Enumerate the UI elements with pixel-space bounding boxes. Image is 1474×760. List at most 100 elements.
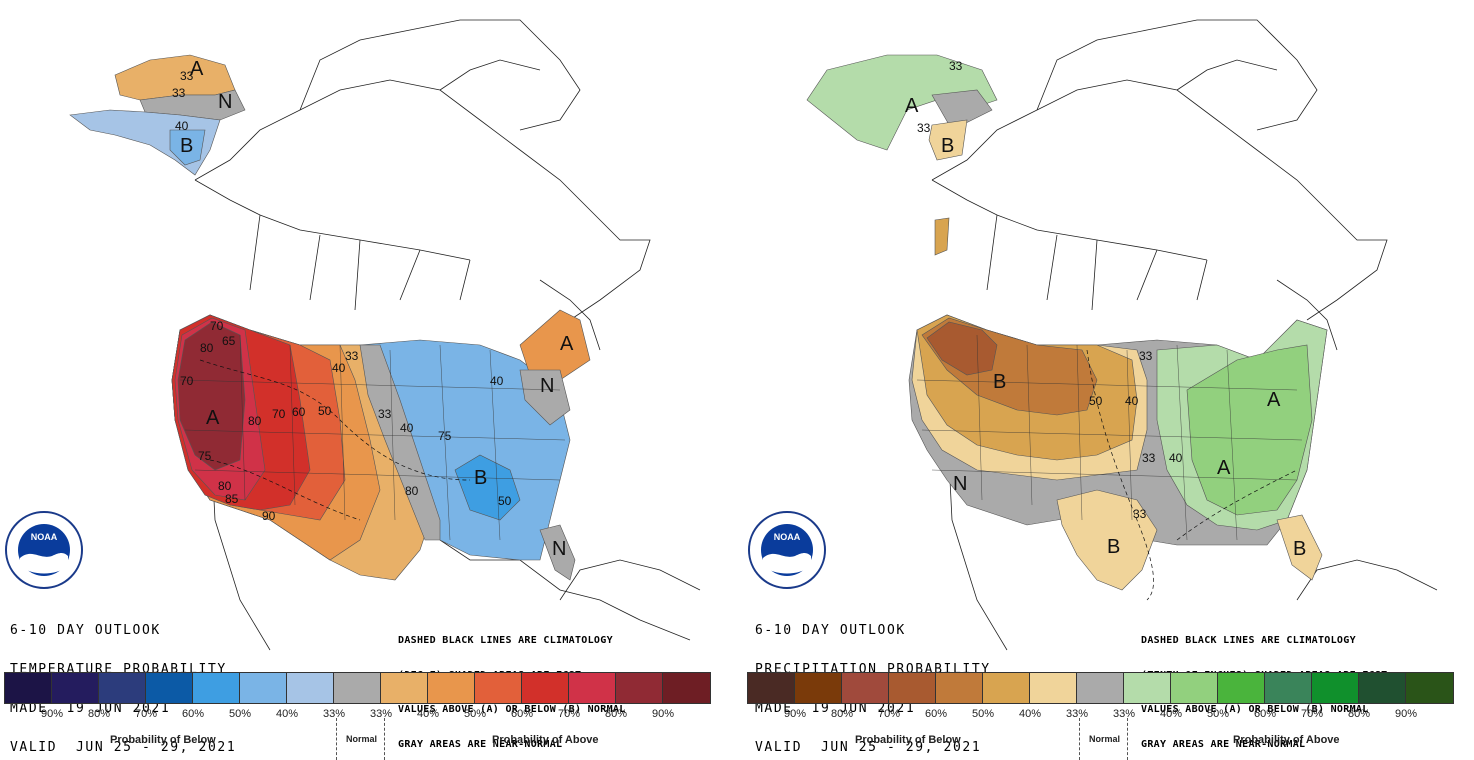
legend-swatch	[569, 673, 616, 703]
label-west-below: B	[993, 371, 1006, 393]
legend-above-title: Probability of Above	[492, 734, 599, 746]
normal-divider-right	[384, 718, 385, 760]
label-70b: 70	[272, 407, 286, 421]
legend-tick-label: 40%	[275, 708, 299, 720]
normal-divider-right	[1127, 718, 1128, 760]
label-alaska-below: B	[941, 135, 954, 157]
label-alaska-40: 40	[175, 119, 189, 133]
label-80d: 80	[405, 484, 419, 498]
title-line-4: VALID JUN 25 - 29, 2021	[10, 740, 237, 755]
label-80a: 80	[200, 341, 214, 355]
notes-line-4: GRAY AREAS ARE NEAR-NORMAL	[1141, 738, 1306, 750]
legend-swatch	[1077, 673, 1124, 703]
temperature-legend-swatches	[4, 672, 711, 704]
precipitation-outlook-panel: 33 A 33 B B 50 40 33 33 40 33 A A N B B …	[737, 0, 1474, 760]
legend-tick-label: 33%	[369, 708, 393, 720]
label-tx-below: B	[1107, 536, 1120, 558]
noaa-logo: NOAA	[5, 511, 83, 589]
alaska-regions	[806, 54, 998, 256]
label-90: 90	[262, 509, 276, 523]
temperature-outlook-panel: A 33 33 N 40 B 70 65 80 70 A 80 70 60 50…	[4, 19, 720, 760]
legend-swatch	[842, 673, 889, 703]
legend-swatch	[663, 673, 710, 703]
legend-swatch	[1265, 673, 1312, 703]
legend-tick-label: 50%	[228, 708, 252, 720]
legend-normal-title: Normal	[346, 734, 378, 744]
label-33c: 33	[378, 407, 392, 421]
notes-line-3: VALUES ABOVE (A) OR BELOW (B) NORMAL	[398, 704, 626, 715]
legend-swatch	[616, 673, 663, 703]
label-80b: 80	[248, 414, 262, 428]
climatology-lines	[1086, 349, 1298, 601]
precipitation-map-labels: 33 A 33 B B 50 40 33 33 40 33 A A N B B	[905, 59, 1306, 560]
legend-tick-label: 70%	[1300, 708, 1324, 720]
label-75: 75	[198, 449, 212, 463]
noaa-logo-text: NOAA	[31, 532, 58, 542]
legend-tick-label: 60%	[181, 708, 205, 720]
temperature-map: A 33 33 N 40 B 70 65 80 70 A 80 70 60 50…	[5, 19, 701, 651]
precipitation-legend-swatches	[747, 672, 1454, 704]
legend-swatch	[193, 673, 240, 703]
legend-tick-label: 70%	[877, 708, 901, 720]
label-40b: 40	[1169, 451, 1183, 465]
label-alaska-above: A	[190, 58, 204, 80]
climatology-lines	[199, 359, 471, 521]
label-70a: 70	[210, 319, 224, 333]
label-33b: 33	[1142, 451, 1156, 465]
label-33a: 33	[345, 349, 359, 363]
label-alaska-above: A	[905, 95, 919, 117]
label-65: 65	[222, 334, 236, 348]
label-75c: 75	[438, 429, 452, 443]
label-alaska-33b: 33	[917, 121, 931, 135]
label-40c: 40	[400, 421, 414, 435]
temperature-map-labels: A 33 33 N 40 B 70 65 80 70 A 80 70 60 50…	[172, 58, 574, 560]
label-ne-above: A	[560, 333, 574, 355]
legend-swatch	[52, 673, 99, 703]
noaa-logo: NOAA	[748, 511, 826, 589]
legend-above-title: Probability of Above	[1233, 734, 1340, 746]
legend-tick-label: 60%	[510, 708, 534, 720]
title-line-1: 6-10 DAY OUTLOOK	[10, 623, 161, 638]
legend-swatch	[1030, 673, 1077, 703]
notes-line-4: GRAY AREAS ARE NEAR-NORMAL	[398, 738, 563, 750]
legend-tick-label: 40%	[416, 708, 440, 720]
legend-tick-label: 33%	[322, 708, 346, 720]
legend-tick-label: 50%	[971, 708, 995, 720]
normal-divider-left	[1079, 718, 1080, 760]
temperature-legend: 90% 80% 70% 60% 50% 40% 33% 33% 40% 50% 60% 70% 80% 9…	[4, 672, 720, 760]
precipitation-legend: 90% 80% 70% 60% 50% 40% 33% 33% 40% 50% 60% 70% 80% 9…	[747, 672, 1463, 760]
legend-tick-label: 40%	[1159, 708, 1183, 720]
legend-swatch	[795, 673, 842, 703]
legend-tick-label: 80%	[830, 708, 854, 720]
label-fl-normal: N	[552, 538, 566, 560]
label-alaska-33b: 33	[172, 86, 186, 100]
label-alaska-normal: N	[218, 91, 232, 113]
legend-tick-label: 90%	[1394, 708, 1418, 720]
label-alaska-33a: 33	[949, 59, 963, 73]
label-fl-below: B	[1293, 538, 1306, 560]
label-33c: 33	[1133, 507, 1147, 521]
legend-tick-label: 60%	[924, 708, 948, 720]
label-50c: 50	[498, 494, 512, 508]
legend-tick-label: 80%	[604, 708, 628, 720]
legend-swatch	[428, 673, 475, 703]
label-ne-normal: N	[540, 375, 554, 397]
label-alaska-33a: 33	[180, 69, 194, 83]
legend-swatch	[240, 673, 287, 703]
legend-tick-label: 50%	[463, 708, 487, 720]
legend-swatch	[1312, 673, 1359, 703]
legend-tick-label: 80%	[87, 708, 111, 720]
state-boundaries	[916, 334, 1303, 541]
label-50: 50	[318, 404, 332, 418]
legend-tick-label: 90%	[40, 708, 64, 720]
normal-divider-left	[336, 718, 337, 760]
label-50: 50	[1089, 394, 1103, 408]
legend-swatch	[522, 673, 569, 703]
legend-swatch	[936, 673, 983, 703]
legend-swatch	[99, 673, 146, 703]
title-line-4: VALID JUN 25 - 29, 2021	[755, 740, 982, 755]
legend-swatch	[334, 673, 381, 703]
legend-swatch	[5, 673, 52, 703]
legend-below-title: Probability of Below	[855, 734, 961, 746]
coastline-outline	[194, 19, 701, 651]
